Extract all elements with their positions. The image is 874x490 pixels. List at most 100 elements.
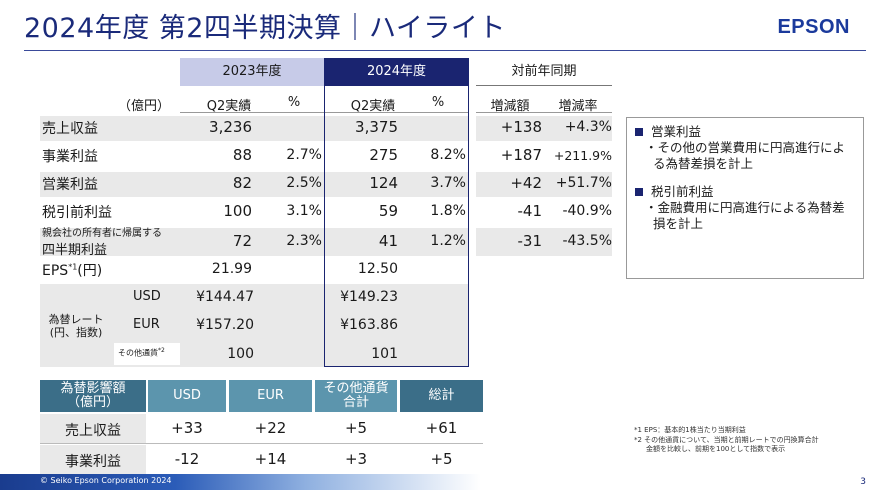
col-q2-2024: Q2実績 xyxy=(350,99,396,114)
col-pct-2024: % xyxy=(431,95,445,110)
sales-diff: +138 xyxy=(500,118,542,136)
fx-impact-sales-total: +61 xyxy=(425,419,458,437)
fx-impact-sales-usd: +33 xyxy=(171,419,203,437)
sales-rate: +4.3% xyxy=(564,119,612,135)
fx-other-2023: 100 xyxy=(227,346,254,362)
epson-logo: EPSON xyxy=(777,16,850,38)
fx-impact-header-other: その他通貨 合計 xyxy=(315,380,397,412)
operating-profit-2024: 124 xyxy=(369,174,398,192)
col-rate: 増減率 xyxy=(558,99,598,114)
row-label-eps: EPS*1(円) xyxy=(42,260,102,280)
page-title: 2024年度 第2四半期決算｜ハイライト xyxy=(24,13,506,44)
title-divider xyxy=(24,50,866,51)
commentary-box: 営業利益 ・その他の営業費用に円高進行による為替差損を計上 税引前利益 ・金融費… xyxy=(626,117,864,279)
operating-profit-diff: +42 xyxy=(510,174,542,192)
fx-eur-2024: ¥163.86 xyxy=(340,317,398,333)
fx-impact-business-label: 事業利益 xyxy=(65,454,121,470)
col-pct-2023: % xyxy=(287,95,301,110)
fx-impact-business-other: +3 xyxy=(344,450,368,468)
eps-2023: 21.99 xyxy=(211,261,252,277)
copyright: © Seiko Epson Corporation 2024 xyxy=(40,476,172,485)
operating-profit-pct-2024: 3.7% xyxy=(430,175,466,191)
subheader-line-2024 xyxy=(324,112,469,113)
fx-impact-business-usd: -12 xyxy=(174,450,200,468)
eps-unit: (円) xyxy=(77,263,103,279)
header-2023: 2023年度 xyxy=(180,58,324,86)
net-profit-pct-2023: 2.3% xyxy=(286,233,322,249)
fx-impact-header-label: 為替影響額 （億円） xyxy=(40,380,146,412)
footnote-other-currency-2: 金額を比較し、前期を100として指数で表示 xyxy=(646,445,786,453)
header-2024: 2024年度 xyxy=(324,58,469,86)
highlight-frame-2024 xyxy=(324,86,469,367)
col-diff: 増減額 xyxy=(490,99,530,114)
operating-profit-2023: 82 xyxy=(232,174,252,192)
fx-usd-2024: ¥149.23 xyxy=(340,289,398,305)
row-label-sales: 売上収益 xyxy=(42,121,98,137)
fx-rate-label-line1: 為替レート xyxy=(48,313,104,326)
fx-rate-label-line2: (円、指数) xyxy=(49,326,103,339)
row-bg-net xyxy=(40,228,468,256)
fx-other-2024: 101 xyxy=(371,346,398,362)
header-yoy-underline xyxy=(476,85,612,86)
fx-impact-sales-eur: +22 xyxy=(254,419,287,437)
fx-impact-header-usd: USD xyxy=(148,380,226,412)
business-profit-pct-2024: 8.2% xyxy=(430,147,466,163)
fx-eur-label: EUR xyxy=(133,317,160,332)
eps-label: EPS xyxy=(42,263,69,279)
fx-impact-row-sales-white xyxy=(146,414,483,443)
fx-impact-business-total: +5 xyxy=(430,450,453,468)
fx-usd-label: USD xyxy=(133,289,161,304)
fx-other-footnote-mark: *2 xyxy=(158,347,165,354)
eps-footnote-mark: *1 xyxy=(68,262,78,272)
net-profit-diff: -31 xyxy=(517,232,543,250)
note-heading-pretax: 税引前利益 xyxy=(635,184,855,200)
footnote-other-currency-1: *2 その他通貨について、当期と前期レートでの円換算合計 xyxy=(634,436,819,444)
business-profit-rate: +211.9% xyxy=(553,148,612,163)
note-body-operating: ・その他の営業費用に円高進行による為替差損を計上 xyxy=(645,140,846,171)
page-number: 3 xyxy=(860,477,866,487)
fx-impact-row-business xyxy=(40,445,146,474)
business-profit-2024: 275 xyxy=(369,146,398,164)
fx-impact-header-eur: EUR xyxy=(229,380,312,412)
business-profit-diff: +187 xyxy=(500,146,542,164)
subheader-line-2023 xyxy=(180,112,324,113)
pretax-profit-pct-2024: 1.8% xyxy=(430,203,466,219)
pretax-profit-rate: -40.9% xyxy=(562,203,612,219)
row-label-net-profit-line2: 四半期利益 xyxy=(42,243,108,258)
row-bg-operating xyxy=(40,172,468,197)
pretax-profit-2024: 59 xyxy=(378,202,398,220)
row-bg-sales-yoy xyxy=(476,116,612,141)
business-profit-2023: 88 xyxy=(232,146,252,164)
fx-other-label-cell xyxy=(114,343,180,365)
note-heading-operating: 営業利益 xyxy=(635,124,855,140)
footnote-eps: *1 EPS：基本的1株当たり当期利益 xyxy=(634,426,746,434)
row-bg-fx xyxy=(40,284,468,367)
row-bg-sales xyxy=(40,116,468,141)
sales-2024: 3,375 xyxy=(355,118,398,136)
pretax-profit-pct-2023: 3.1% xyxy=(286,203,322,219)
fx-impact-business-eur: +14 xyxy=(254,450,287,468)
row-label-operating-profit: 営業利益 xyxy=(42,177,98,193)
footer-bar xyxy=(0,474,874,490)
fx-eur-2023: ¥157.20 xyxy=(196,317,254,333)
fx-usd-2023: ¥144.47 xyxy=(196,289,254,305)
sales-2023: 3,236 xyxy=(209,118,252,136)
operating-profit-rate: +51.7% xyxy=(555,175,612,191)
fx-impact-header-total: 総計 xyxy=(400,380,483,412)
net-profit-2024: 41 xyxy=(378,232,398,250)
row-label-net-profit-line1: 親会社の所有者に帰属する xyxy=(42,228,162,239)
operating-profit-pct-2023: 2.5% xyxy=(286,175,322,191)
net-profit-rate: -43.5% xyxy=(562,233,612,249)
row-label-pretax-profit: 税引前利益 xyxy=(42,205,112,221)
fx-impact-row-divider xyxy=(40,443,483,444)
header-yoy: 対前年同期 xyxy=(511,64,577,79)
business-profit-pct-2023: 2.7% xyxy=(286,147,322,163)
row-bg-net-yoy xyxy=(476,228,612,256)
fx-impact-sales-other: +5 xyxy=(344,419,368,437)
net-profit-2023: 72 xyxy=(232,232,252,250)
row-label-business-profit: 事業利益 xyxy=(42,149,98,165)
net-profit-pct-2024: 1.2% xyxy=(430,233,466,249)
pretax-profit-2023: 100 xyxy=(223,202,252,220)
eps-2024: 12.50 xyxy=(357,261,398,277)
note-body-pretax: ・金融費用に円高進行による為替差損を計上 xyxy=(645,200,845,231)
